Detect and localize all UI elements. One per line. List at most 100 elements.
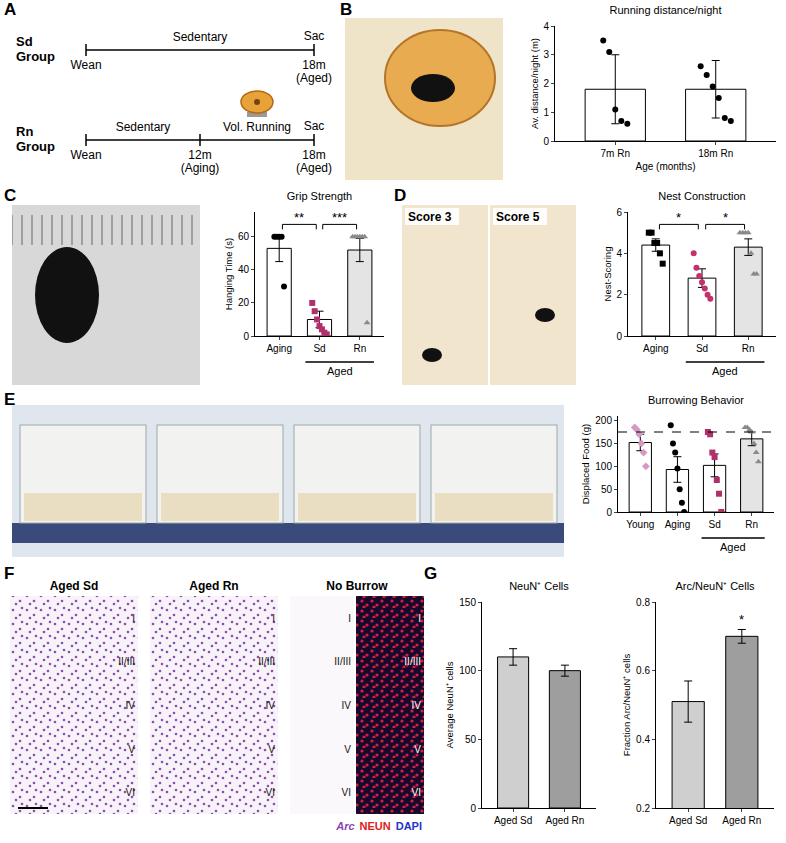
svg-text:0: 0	[470, 803, 476, 814]
svg-text:Group: Group	[16, 49, 55, 64]
svg-text:Aged: Aged	[712, 365, 738, 377]
svg-text:II/III: II/III	[258, 656, 275, 667]
svg-text:Rn: Rn	[16, 124, 33, 139]
svg-text:Group: Group	[16, 139, 55, 154]
svg-text:Aging: Aging	[665, 519, 691, 530]
svg-text:0: 0	[606, 507, 612, 518]
svg-text:20: 20	[238, 297, 250, 308]
svg-text:0: 0	[543, 136, 549, 147]
svg-text:IV: IV	[342, 700, 352, 711]
svg-text:Aged Sd: Aged Sd	[669, 815, 707, 826]
svg-text:3: 3	[543, 49, 549, 60]
svg-text:No Burrow: No Burrow	[326, 579, 388, 593]
svg-text:200: 200	[595, 415, 612, 426]
svg-text:VI: VI	[342, 787, 351, 798]
svg-text:V: V	[344, 744, 351, 755]
svg-text:Rn: Rn	[353, 343, 366, 354]
svg-text:IV: IV	[412, 700, 422, 711]
svg-text:Nest Construction: Nest Construction	[658, 190, 745, 202]
svg-text:VI: VI	[126, 787, 135, 798]
svg-text:Running distance/night: Running distance/night	[610, 4, 722, 16]
svg-text:Wean: Wean	[70, 148, 101, 162]
svg-text:6: 6	[616, 207, 622, 218]
svg-text:II/III: II/III	[404, 656, 421, 667]
svg-text:Aged Rn: Aged Rn	[545, 815, 584, 826]
svg-text:Rn: Rn	[745, 519, 758, 530]
svg-text:100: 100	[459, 665, 476, 676]
svg-text:Grip Strength: Grip Strength	[287, 190, 352, 202]
svg-text:V: V	[414, 744, 421, 755]
svg-text:Sedentary: Sedentary	[173, 30, 228, 44]
svg-text:2: 2	[543, 78, 549, 89]
svg-text:0: 0	[616, 331, 622, 342]
svg-text:50: 50	[601, 484, 613, 495]
svg-text:II/III: II/III	[334, 656, 351, 667]
svg-text:Sd: Sd	[16, 34, 33, 49]
svg-text:Sd: Sd	[708, 519, 720, 530]
svg-text:(Aging): (Aging)	[181, 161, 220, 175]
svg-text:Sedentary: Sedentary	[116, 120, 171, 134]
svg-text:40: 40	[238, 264, 250, 275]
svg-text:18m: 18m	[302, 58, 325, 72]
svg-text:(Aged): (Aged)	[296, 71, 332, 85]
svg-text:I: I	[272, 613, 275, 624]
svg-text:100: 100	[595, 461, 612, 472]
svg-text:4: 4	[543, 21, 549, 32]
svg-text:*: *	[676, 210, 681, 225]
svg-text:ArcNEUNDAPI: ArcNEUNDAPI	[335, 820, 422, 832]
svg-text:1: 1	[543, 107, 549, 118]
svg-text:0.4: 0.4	[636, 734, 650, 745]
svg-text:I: I	[418, 613, 421, 624]
svg-text:0.8: 0.8	[636, 597, 650, 608]
svg-text:0.6: 0.6	[636, 665, 650, 676]
svg-text:Av. distance/night (m): Av. distance/night (m)	[529, 38, 540, 129]
svg-text:(Aged): (Aged)	[296, 161, 332, 175]
svg-text:18m: 18m	[302, 148, 325, 162]
svg-text:0.2: 0.2	[636, 803, 650, 814]
svg-text:12m: 12m	[188, 148, 211, 162]
svg-text:I: I	[132, 613, 135, 624]
svg-text:Arc/NeuN⁺ Cells: Arc/NeuN⁺ Cells	[675, 580, 755, 592]
svg-text:*: *	[723, 210, 728, 225]
svg-text:Average NeuN⁺ cells: Average NeuN⁺ cells	[444, 661, 455, 748]
svg-text:Aged: Aged	[720, 541, 746, 553]
svg-text:V: V	[128, 744, 135, 755]
svg-text:I: I	[348, 613, 351, 624]
svg-text:Aged: Aged	[327, 365, 353, 377]
svg-text:Sd: Sd	[696, 343, 708, 354]
svg-text:IV: IV	[266, 700, 276, 711]
svg-text:Sd: Sd	[313, 343, 325, 354]
svg-text:Fraction Arc/NeuN⁺ cells: Fraction Arc/NeuN⁺ cells	[621, 654, 632, 757]
svg-text:NeuN⁺ Cells: NeuN⁺ Cells	[509, 580, 569, 592]
svg-text:150: 150	[459, 597, 476, 608]
svg-text:VI: VI	[266, 787, 275, 798]
svg-text:Aged Rn: Aged Rn	[189, 579, 238, 593]
svg-text:2: 2	[616, 289, 622, 300]
svg-text:Age (months): Age (months)	[635, 161, 695, 172]
svg-text:Sac: Sac	[304, 29, 325, 43]
svg-text:Aged Sd: Aged Sd	[50, 579, 99, 593]
svg-text:7m Rn: 7m Rn	[601, 148, 630, 159]
svg-text:0: 0	[243, 331, 249, 342]
svg-text:Aging: Aging	[266, 343, 292, 354]
svg-text:*: *	[739, 612, 744, 627]
svg-text:Score 3: Score 3	[408, 210, 452, 224]
svg-text:Aging: Aging	[643, 343, 669, 354]
svg-text:60: 60	[238, 231, 250, 242]
svg-text:***: ***	[332, 210, 347, 225]
svg-text:Rn: Rn	[742, 343, 755, 354]
svg-text:V: V	[268, 744, 275, 755]
svg-text:4: 4	[616, 248, 622, 259]
svg-text:VI: VI	[412, 787, 421, 798]
svg-text:Sac: Sac	[304, 119, 325, 133]
svg-text:Vol. Running: Vol. Running	[223, 120, 291, 134]
svg-text:Wean: Wean	[70, 58, 101, 72]
svg-text:Nest-Scoring: Nest-Scoring	[602, 247, 613, 302]
svg-text:II/III: II/III	[118, 656, 135, 667]
svg-text:50: 50	[465, 734, 477, 745]
svg-text:Score 5: Score 5	[496, 210, 540, 224]
svg-text:150: 150	[595, 438, 612, 449]
svg-text:IV: IV	[126, 700, 136, 711]
svg-text:Young: Young	[626, 519, 654, 530]
svg-text:**: **	[294, 210, 304, 225]
